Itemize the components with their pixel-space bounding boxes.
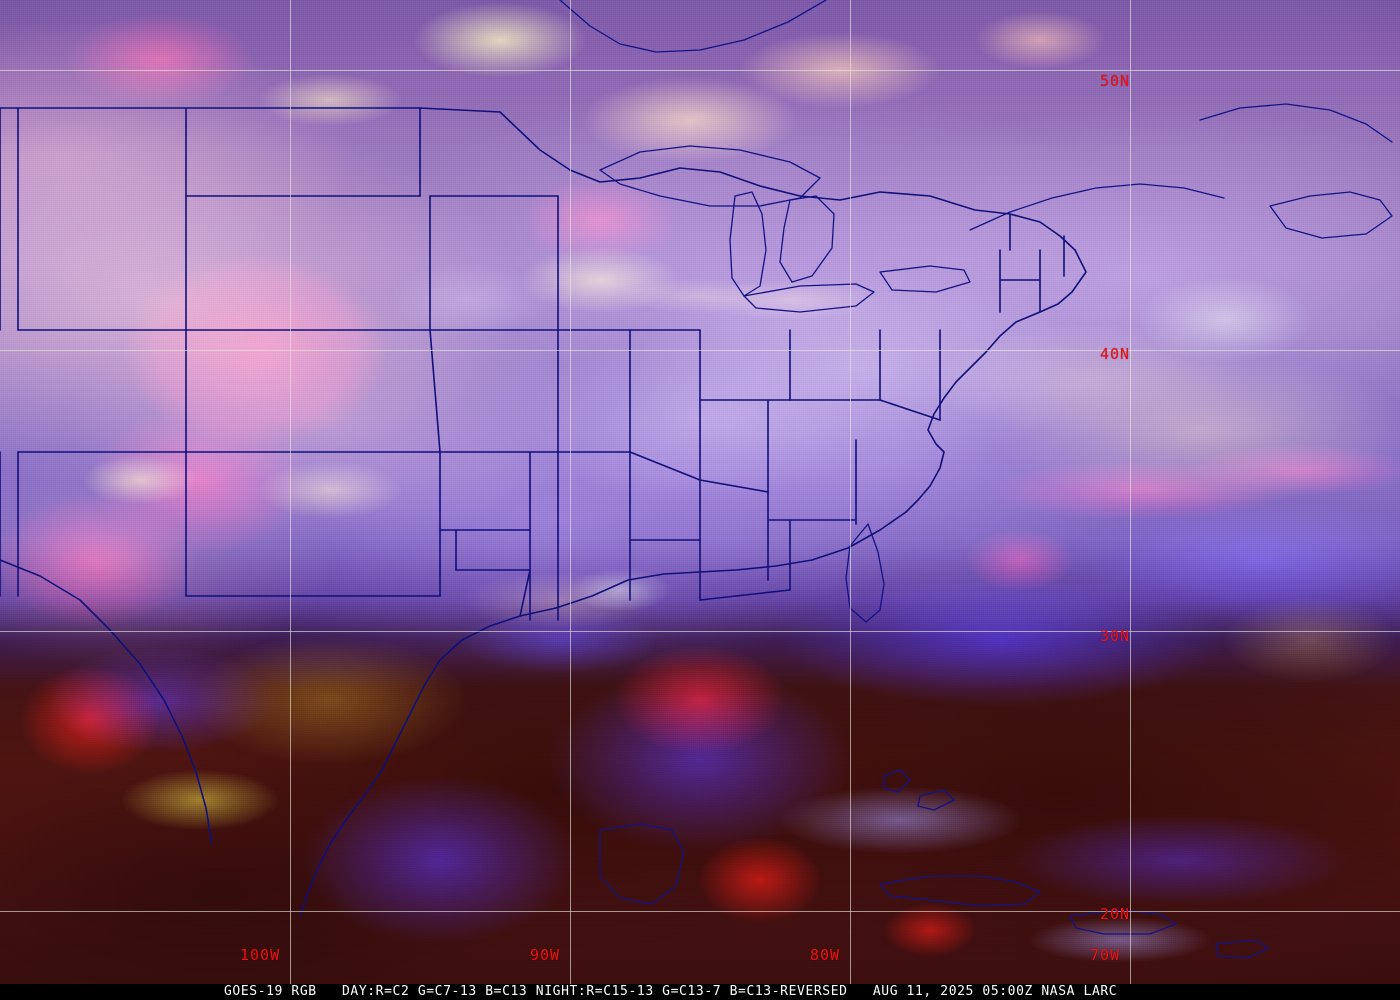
caption-text: GOES-19 RGB DAY:R=C2 G=C7-13 B=C13 NIGHT… bbox=[224, 984, 1118, 999]
caption-bar: GOES-19 RGB DAY:R=C2 G=C7-13 B=C13 NIGHT… bbox=[0, 984, 1400, 1000]
